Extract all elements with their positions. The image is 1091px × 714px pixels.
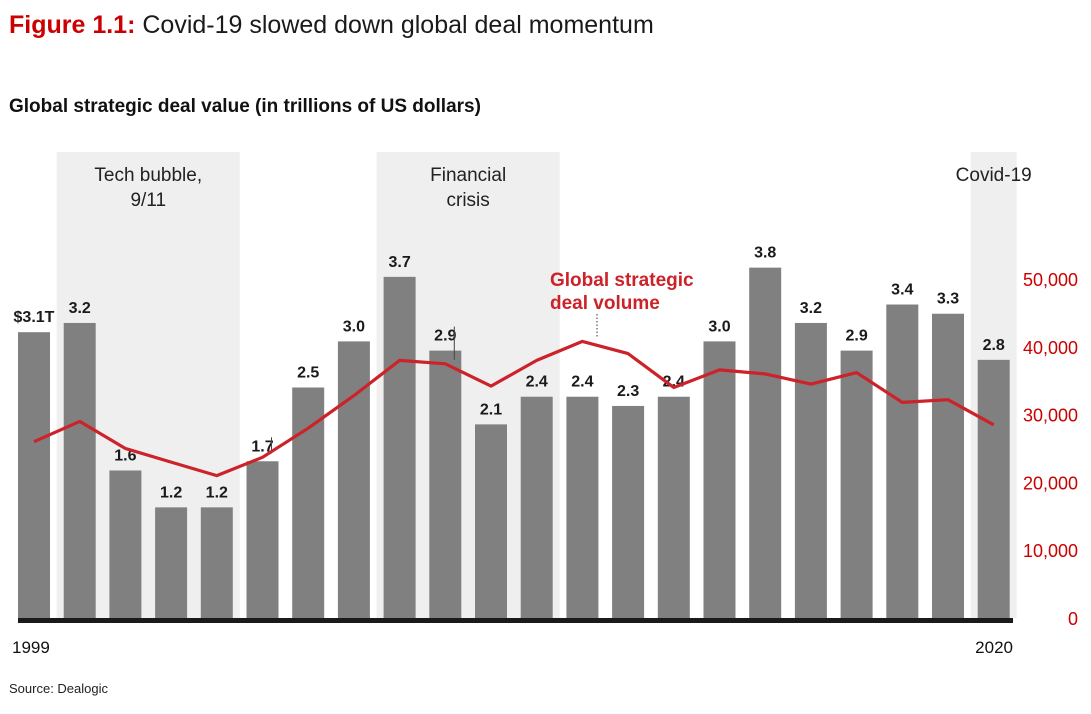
x-tick-label-last: 2020 (975, 638, 1013, 657)
bar (200, 507, 233, 618)
line-label-text: deal volume (550, 293, 660, 314)
shaded-period-label: Tech bubble, (94, 165, 202, 186)
right-axis-tick-label: 10,000 (1023, 541, 1078, 561)
shaded-period-label: crisis (447, 190, 490, 211)
shaded-period-label: Covid-19 (956, 165, 1032, 186)
bar-value-label: 1.7 (251, 438, 273, 455)
figure-label: Figure 1.1: (9, 11, 136, 39)
bar-value-label: 2.5 (297, 365, 319, 382)
x-axis-baseline (18, 618, 1013, 623)
bar (337, 341, 370, 618)
bar (657, 396, 690, 618)
bar (703, 341, 736, 618)
bar (292, 387, 325, 618)
right-axis-tick-label: 20,000 (1023, 473, 1078, 493)
bar-value-label: 3.3 (937, 291, 959, 308)
bar-value-label: 3.0 (708, 318, 730, 335)
bar (977, 359, 1010, 618)
bar (794, 322, 827, 618)
bar-value-label: 2.9 (845, 328, 867, 345)
bar-value-label: 3.8 (754, 245, 776, 262)
bar-value-label: 3.2 (69, 300, 91, 317)
bar (520, 396, 553, 618)
right-axis-tick-label: 40,000 (1023, 338, 1078, 358)
bar (18, 332, 50, 618)
bar-value-label: $3.1T (14, 309, 55, 326)
bar-value-label: 2.4 (526, 374, 548, 391)
bar-value-label: 3.0 (343, 318, 365, 335)
bar-value-label: 2.3 (617, 383, 639, 400)
bar (155, 507, 188, 618)
bar-value-label: 3.2 (800, 300, 822, 317)
bar-value-label: 2.4 (571, 374, 593, 391)
bar (886, 304, 919, 618)
bar (840, 350, 873, 618)
bar-value-label: 1.2 (160, 484, 182, 501)
figure-title-text: Covid-19 slowed down global deal momentu… (142, 11, 654, 39)
bar (932, 313, 964, 618)
bar (383, 276, 416, 618)
bar (612, 405, 645, 618)
shaded-period-label: Financial (430, 165, 506, 186)
right-axis-tick-label: 50,000 (1023, 270, 1078, 290)
source-note: Source: Dealogic (9, 681, 108, 696)
bar (749, 267, 782, 618)
shaded-period-label: 9/11 (130, 190, 166, 211)
x-tick-label-first: 1999 (12, 638, 50, 657)
right-axis: 0 10,000 20,000 30,000 40,000 50,000 (1023, 270, 1078, 629)
chart-subtitle: Global strategic deal value (in trillion… (9, 96, 481, 117)
bar (63, 322, 96, 618)
bar-series: $3.1T3.21.61.2 1.21.72.53.03.72.92.12.4 2.… (14, 245, 1010, 618)
line-label-text: Global strategic (550, 270, 694, 291)
bar-value-label: 2.9 (434, 328, 456, 345)
bar-value-label: 3.4 (891, 282, 913, 299)
figure-title: Figure 1.1: Covid-19 slowed down global … (9, 8, 654, 42)
volume-line (33, 339, 995, 478)
bar-value-label: 3.7 (388, 254, 410, 271)
bar-value-label: 2.1 (480, 401, 502, 418)
bar-value-label: 2.8 (983, 337, 1005, 354)
right-axis-tick-label: 0 (1068, 609, 1078, 629)
bar (566, 396, 599, 618)
bar-value-label: 1.2 (206, 484, 228, 501)
bar (429, 350, 462, 618)
bar (246, 461, 279, 618)
bar (475, 424, 507, 618)
right-axis-tick-label: 30,000 (1023, 406, 1078, 426)
bar (109, 470, 142, 618)
